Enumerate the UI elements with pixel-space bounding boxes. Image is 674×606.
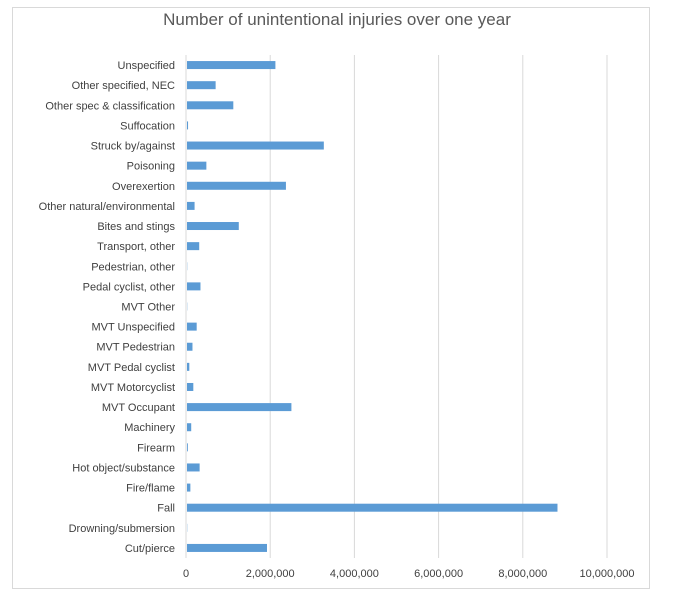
category-label: Unspecified [118, 60, 175, 72]
bar [187, 503, 558, 512]
bar [187, 81, 216, 90]
category-label: Other specified, NEC [72, 80, 175, 92]
category-label: Poisoning [127, 161, 175, 173]
chart-title: Number of unintentional injuries over on… [163, 10, 511, 29]
category-label: Overexertion [112, 181, 175, 193]
bar [187, 201, 195, 210]
category-label: Suffocation [120, 120, 175, 132]
bar [187, 61, 276, 70]
x-tick-label: 10,000,000 [579, 568, 634, 580]
category-label: Cut/pierce [125, 543, 175, 555]
x-tick-label: 6,000,000 [414, 568, 463, 580]
gridlines [185, 55, 608, 558]
bar [187, 282, 201, 291]
category-label: Other spec & classification [45, 100, 175, 112]
category-labels: Unspecified Other specified, NEC Other spe… [39, 60, 176, 555]
x-tick-label: 4,000,000 [330, 568, 379, 580]
bar [187, 543, 267, 552]
category-label: Transport, other [97, 241, 175, 253]
bar [187, 382, 194, 391]
category-label: MVT Unspecified [91, 322, 175, 334]
category-label: MVT Motorcyclist [91, 382, 175, 394]
category-label: Hot object/substance [72, 462, 175, 474]
bars [187, 61, 558, 552]
bar [187, 242, 200, 251]
category-label: MVT Pedal cyclist [88, 362, 175, 374]
bar [187, 403, 292, 412]
category-label: MVT Pedestrian [96, 342, 175, 354]
bar [187, 423, 192, 432]
category-label: Pedestrian, other [91, 261, 175, 273]
chart-area [12, 7, 650, 589]
category-label: Pedal cyclist, other [83, 281, 176, 293]
bar [187, 121, 189, 130]
bar [187, 342, 193, 351]
bar [187, 181, 286, 190]
category-label: Other natural/environmental [39, 201, 175, 213]
category-label: MVT Other [121, 302, 175, 314]
category-label: Fire/flame [126, 483, 175, 495]
bar [187, 101, 234, 110]
x-axis-tick-labels: 0 2,000,000 4,000,000 6,000,000 8,000,000 10,… [183, 568, 635, 580]
bar [187, 161, 207, 170]
category-label: Drowning/submersion [69, 523, 175, 535]
bar [187, 443, 188, 452]
bar [187, 483, 191, 492]
category-label: Bites and stings [97, 221, 175, 233]
bar [187, 322, 197, 331]
category-label: Fall [157, 503, 175, 515]
category-label: Machinery [124, 422, 175, 434]
category-label: MVT Occupant [102, 402, 175, 414]
x-tick-label: 8,000,000 [498, 568, 547, 580]
x-tick-label: 0 [183, 568, 189, 580]
category-label: Firearm [137, 442, 175, 454]
category-label: Struck by/against [91, 141, 175, 153]
bar [187, 222, 239, 231]
bar [187, 463, 200, 472]
x-tick-label: 2,000,000 [246, 568, 295, 580]
bar [187, 141, 324, 150]
bar [187, 362, 190, 371]
